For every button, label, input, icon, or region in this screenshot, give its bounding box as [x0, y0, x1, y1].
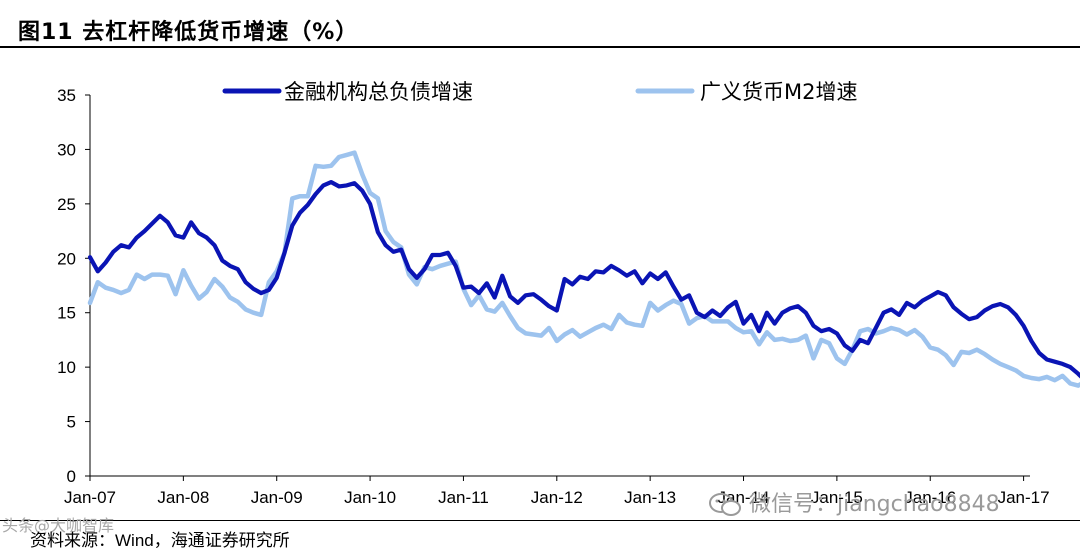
y-tick-label: 10 — [57, 358, 76, 377]
x-tick-label: Jan-12 — [531, 488, 583, 507]
y-tick-label: 30 — [57, 140, 76, 159]
y-tick-label: 20 — [57, 249, 76, 268]
source-prefix: 资料来源： — [30, 531, 115, 551]
series-line-m2 — [87, 150, 1080, 388]
wechat-icon — [709, 493, 741, 516]
y-tick-label: 0 — [67, 467, 76, 486]
x-tick-label: Jan-17 — [998, 488, 1050, 507]
source-wind: Wind — [115, 531, 154, 550]
title-divider — [0, 46, 1080, 48]
y-tick-label: 25 — [57, 195, 76, 214]
source-note: 资料来源：Wind，海通证券研究所 — [30, 526, 290, 551]
toutiao-watermark: 头条@大咖智库 — [2, 516, 115, 535]
x-tick-label: Jan-09 — [251, 488, 303, 507]
y-tick-label: 5 — [67, 413, 76, 432]
x-tick-label: Jan-16 — [904, 488, 956, 507]
y-tick-label: 15 — [57, 304, 76, 323]
wechat-watermark-text: 微信号：jiangchao8848 — [749, 492, 1000, 517]
y-tick-label: 35 — [57, 86, 76, 105]
x-tick-label: Jan-11 — [438, 488, 489, 507]
footer-divider — [0, 520, 1080, 521]
x-tick-label: Jan-07 — [64, 488, 116, 507]
x-tick-label: Jan-13 — [624, 488, 676, 507]
figure-title: 图11 去杠杆降低货币增速（%） — [18, 20, 359, 45]
legend-label: 金融机构总负债增速 — [284, 80, 473, 104]
series-line-total-liabilities — [87, 180, 1080, 379]
x-tick-label: Jan-08 — [157, 488, 209, 507]
line-chart: 0 5 10 15 20 25 30 35 Jan-07 Jan-08 Jan-09 Jan-10 Ja… — [57, 80, 1080, 507]
source-suffix: ，海通证券研究所 — [153, 531, 290, 551]
chart-series — [87, 150, 1080, 388]
chart-legend: 金融机构总负债增速 广义货币M2增速 — [222, 80, 857, 104]
legend-label: 广义货币M2增速 — [700, 80, 857, 104]
wechat-watermark: 微信号：jiangchao8848 — [708, 486, 1000, 518]
x-tick-label: Jan-15 — [811, 488, 863, 507]
x-tick-label: Jan-10 — [344, 488, 396, 507]
